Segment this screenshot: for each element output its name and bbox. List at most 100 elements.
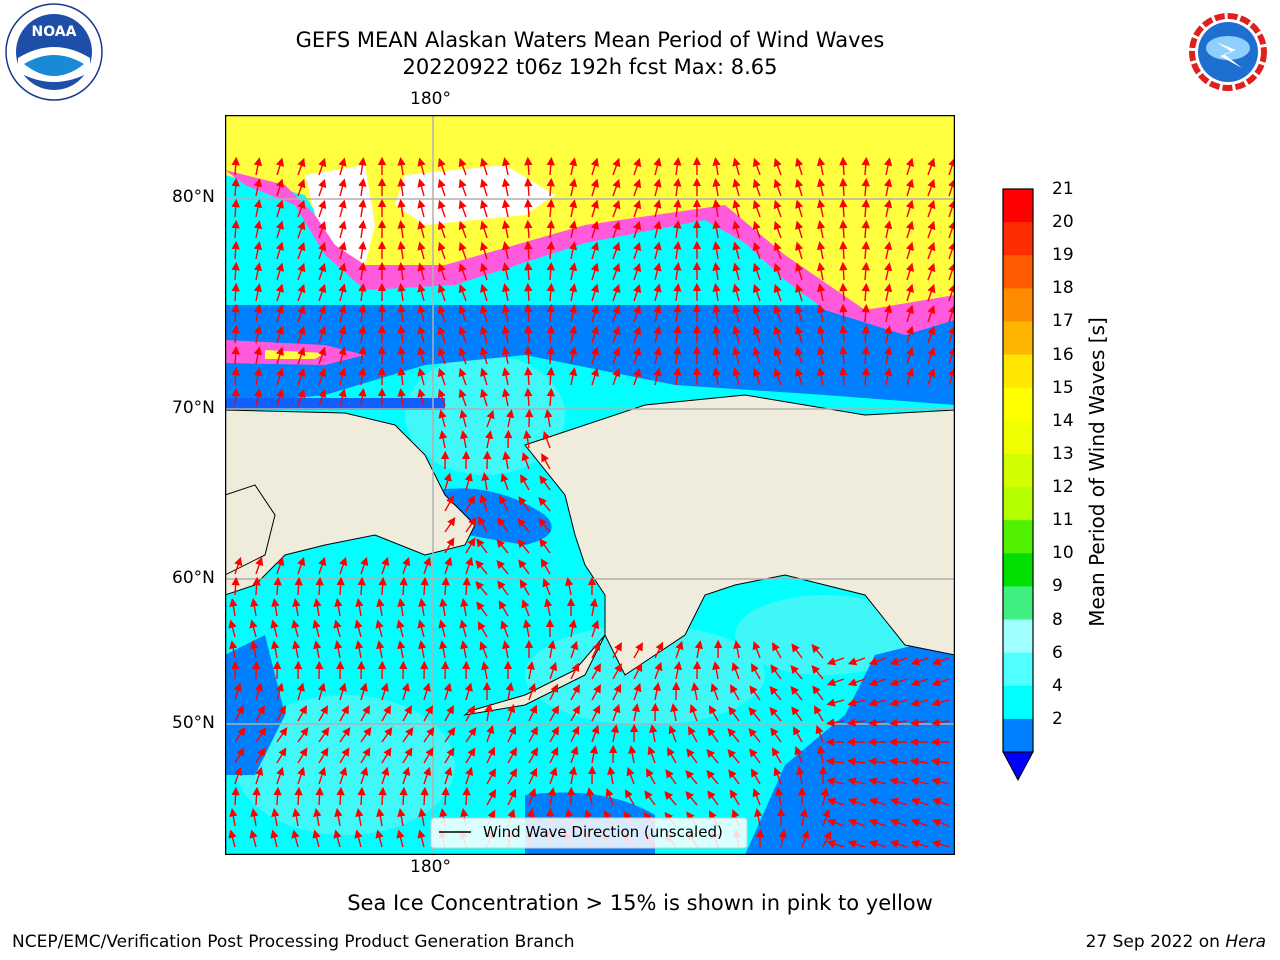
wave-direction-arrow xyxy=(255,556,264,575)
wave-direction-arrow xyxy=(546,282,555,302)
wave-direction-arrow xyxy=(670,703,679,722)
wave-direction-arrow xyxy=(399,576,408,596)
wave-direction-arrow xyxy=(590,262,599,281)
wave-direction-arrow xyxy=(927,262,936,281)
wave-direction-arrow xyxy=(501,178,511,197)
wave-direction-arrow xyxy=(846,757,866,766)
wave-direction-arrow xyxy=(297,747,308,764)
wave-direction-arrow xyxy=(568,220,578,239)
wave-direction-arrow xyxy=(728,706,740,722)
wave-direction-arrow xyxy=(228,619,237,638)
wave-direction-arrow xyxy=(816,220,826,239)
wave-direction-arrow xyxy=(816,262,826,281)
wave-direction-arrow xyxy=(847,840,866,849)
wave-direction-arrow xyxy=(231,177,240,197)
wave-direction-arrow xyxy=(795,220,804,239)
wave-direction-arrow xyxy=(773,157,782,176)
wave-direction-arrow xyxy=(273,786,282,806)
legend-label: Wind Wave Direction (unscaled) xyxy=(483,823,723,841)
wave-direction-arrow xyxy=(847,678,866,687)
wave-direction-arrow xyxy=(501,199,511,218)
wave-direction-arrow xyxy=(948,220,955,239)
wave-direction-arrow xyxy=(948,346,955,365)
wave-direction-arrow xyxy=(948,367,955,386)
wave-direction-arrow xyxy=(685,790,698,806)
wave-direction-arrow xyxy=(318,178,327,197)
wave-direction-arrow xyxy=(868,678,887,687)
wave-direction-arrow xyxy=(480,199,489,218)
wave-direction-arrow xyxy=(378,786,387,806)
wave-direction-arrow xyxy=(501,325,511,344)
wave-direction-arrow xyxy=(336,786,345,806)
wave-direction-arrow xyxy=(318,556,327,575)
wave-direction-arrow xyxy=(437,241,446,260)
wave-direction-arrow xyxy=(297,283,306,302)
wave-direction-arrow xyxy=(773,304,782,323)
wave-direction-arrow xyxy=(825,757,845,766)
wave-direction-arrow xyxy=(464,472,473,491)
colorbar-tick-label: 15 xyxy=(1052,377,1074,398)
wave-direction-arrow xyxy=(729,789,740,806)
wave-direction-arrow xyxy=(675,640,684,659)
wave-direction-arrow xyxy=(417,178,426,197)
wave-direction-arrow xyxy=(790,685,803,701)
wave-direction-arrow xyxy=(417,220,426,239)
wave-direction-arrow xyxy=(948,283,955,302)
wave-direction-arrow xyxy=(375,829,384,848)
wave-direction-arrow xyxy=(360,727,372,743)
wave-direction-arrow xyxy=(441,786,450,806)
wave-direction-arrow xyxy=(233,682,242,701)
wave-direction-arrow xyxy=(458,262,467,281)
nws-logo xyxy=(1181,5,1275,99)
wave-direction-arrow xyxy=(542,578,551,596)
colorbar-band xyxy=(1003,222,1033,256)
wave-direction-arrow xyxy=(355,640,364,659)
wave-direction-arrow xyxy=(312,619,321,638)
wave-direction-arrow xyxy=(458,388,467,407)
wave-direction-arrow xyxy=(357,786,366,806)
wave-direction-arrow xyxy=(826,840,845,849)
wave-direction-arrow xyxy=(546,387,555,407)
wave-direction-arrow xyxy=(541,453,551,470)
wave-direction-arrow xyxy=(397,303,406,323)
wave-direction-arrow xyxy=(231,261,240,281)
wave-direction-arrow xyxy=(590,367,599,386)
wave-direction-arrow xyxy=(815,724,824,743)
wave-direction-arrow xyxy=(271,808,280,827)
wave-direction-arrow xyxy=(476,538,488,554)
wave-direction-arrow xyxy=(397,387,406,407)
wave-direction-arrow xyxy=(607,766,616,785)
wave-direction-arrow xyxy=(480,367,489,386)
wave-direction-arrow xyxy=(811,664,824,680)
wave-direction-arrow xyxy=(334,808,343,827)
wave-direction-arrow xyxy=(653,283,662,302)
wave-direction-arrow xyxy=(497,517,509,533)
wave-direction-arrow xyxy=(590,346,599,365)
wave-direction-arrow xyxy=(465,537,476,554)
wave-direction-arrow xyxy=(905,220,914,239)
wave-direction-arrow xyxy=(528,682,537,701)
wave-direction-arrow xyxy=(868,797,887,806)
wave-direction-arrow xyxy=(847,797,866,806)
wave-direction-arrow xyxy=(816,367,826,386)
wave-direction-arrow xyxy=(748,706,761,722)
wave-direction-arrow xyxy=(570,662,580,680)
wave-direction-arrow xyxy=(667,747,677,764)
wave-direction-arrow xyxy=(358,156,367,176)
wave-direction-arrow xyxy=(234,705,244,722)
wave-direction-arrow xyxy=(752,178,761,197)
wave-direction-arrow xyxy=(253,325,263,344)
wave-direction-arrow xyxy=(546,198,555,218)
wave-direction-arrow xyxy=(752,640,761,659)
wave-direction-arrow xyxy=(355,598,364,617)
wave-direction-arrow xyxy=(397,198,406,218)
wave-direction-arrow xyxy=(712,304,721,323)
wave-direction-arrow xyxy=(253,220,263,239)
wave-direction-arrow xyxy=(437,157,446,176)
wave-direction-arrow xyxy=(480,304,489,323)
wave-direction-arrow xyxy=(397,808,406,827)
wave-direction-arrow xyxy=(948,157,955,176)
wave-direction-arrow xyxy=(355,808,364,827)
wave-direction-arrow xyxy=(654,641,664,659)
wave-direction-arrow xyxy=(501,241,511,260)
